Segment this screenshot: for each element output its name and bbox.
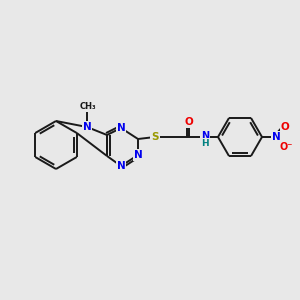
Text: O: O (184, 117, 194, 127)
Text: N: N (201, 131, 209, 141)
Text: N: N (82, 122, 91, 132)
Text: O⁻: O⁻ (279, 142, 293, 152)
Text: CH₃: CH₃ (80, 102, 96, 111)
Text: N: N (117, 123, 125, 133)
Text: S: S (151, 132, 159, 142)
Text: N: N (134, 150, 142, 160)
Text: N: N (117, 161, 125, 171)
Text: N: N (272, 132, 280, 142)
Text: O: O (280, 122, 290, 132)
Text: H: H (201, 139, 209, 148)
